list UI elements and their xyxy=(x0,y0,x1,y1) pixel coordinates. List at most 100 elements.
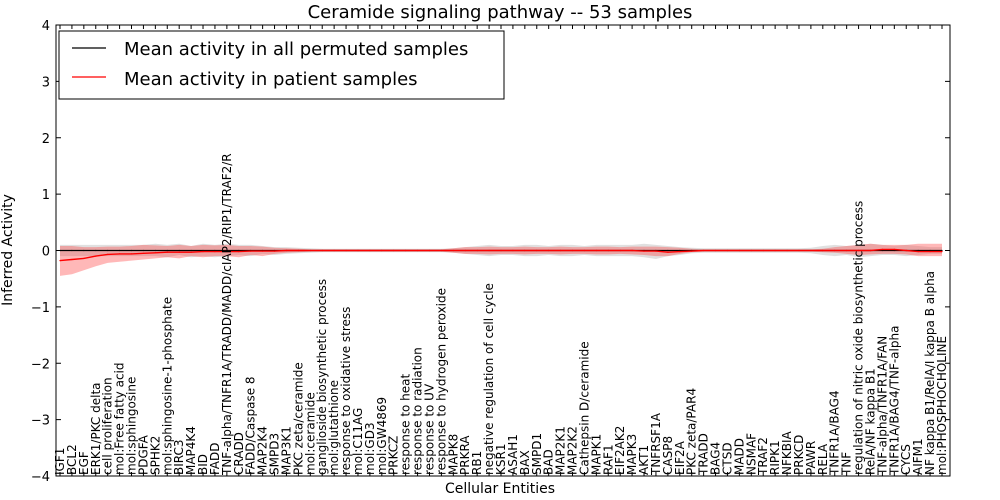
data-point xyxy=(107,253,109,255)
data-point xyxy=(166,249,168,252)
data-point xyxy=(226,251,228,253)
data-point xyxy=(190,251,192,253)
legend: Mean activity in all permuted samples Me… xyxy=(58,30,505,100)
data-point xyxy=(941,249,943,252)
x-tick-label: mol:PHOSPHOCHOLINE xyxy=(935,336,949,475)
data-point xyxy=(202,251,204,253)
y-tick-label: 1 xyxy=(42,188,50,203)
x-tick-label: MADD xyxy=(732,438,746,475)
x-tick-label: EGF xyxy=(77,451,91,475)
x-tick-label: CRADD xyxy=(232,432,246,475)
data-point xyxy=(583,249,586,252)
legend-label-permuted: Mean activity in all permuted samples xyxy=(124,39,468,60)
y-tick-label: 0 xyxy=(42,245,50,260)
data-point xyxy=(893,248,895,250)
data-point xyxy=(95,255,97,257)
x-axis-label: Cellular Entities xyxy=(445,481,555,497)
x-tick-label: PRKCD xyxy=(792,435,806,475)
x-tick-label: RelA/NF kappa B1 xyxy=(864,368,878,475)
data-point xyxy=(822,249,824,252)
x-tick-label: ERK1/PKC delta xyxy=(89,382,103,475)
y-tick-label: −2 xyxy=(31,357,50,372)
x-tick-label: mol:GD3 xyxy=(363,422,377,475)
x-tick-label: EIF2AK2 xyxy=(613,426,627,475)
x-tick-label: PRKRA xyxy=(458,435,472,475)
x-tick-label: MAPK1 xyxy=(589,434,603,475)
x-tick-label: TNF-alpha/TNFR1A/TRADD/MADD/cIAP2/RIP1/T… xyxy=(220,153,234,476)
band-patient xyxy=(60,243,942,276)
data-point xyxy=(440,249,442,252)
data-point xyxy=(941,251,943,253)
x-tick-label: mol:sphingosine-1-phosphate xyxy=(160,297,174,475)
data-point xyxy=(238,251,240,253)
data-point xyxy=(214,249,216,252)
x-tick-label: regulation of nitric oxide biosynthetic … xyxy=(852,201,866,475)
data-point xyxy=(512,249,514,252)
data-point xyxy=(178,251,180,253)
x-tick-label: Cathepsin D/ceramide xyxy=(577,341,591,475)
data-point xyxy=(166,251,168,253)
data-point xyxy=(834,249,836,252)
data-point xyxy=(71,258,73,261)
x-tick-label: TRAF2 xyxy=(756,437,770,476)
data-point xyxy=(142,249,144,252)
data-point xyxy=(154,252,156,254)
data-point xyxy=(142,252,144,254)
data-point xyxy=(178,249,180,252)
x-tick-label: RELA xyxy=(816,443,830,475)
x-tick-label: AKT1 xyxy=(637,445,651,475)
x-tick-label: SMPD3 xyxy=(268,433,282,475)
data-point xyxy=(285,249,288,252)
x-tick-label: ganglioside biosynthetic process xyxy=(315,279,329,475)
data-point xyxy=(810,249,812,252)
x-tick-label: TRADD xyxy=(697,433,711,476)
data-point xyxy=(560,249,562,252)
x-tick-label: TNF xyxy=(840,452,854,476)
y-tick-label: 3 xyxy=(42,75,50,90)
data-point xyxy=(476,249,478,252)
x-tick-label: NFKBIA xyxy=(780,430,794,475)
y-tick-label: −4 xyxy=(31,470,50,485)
data-point xyxy=(869,249,872,252)
data-point xyxy=(667,249,669,252)
chart-title: Ceramide signaling pathway -- 53 samples xyxy=(308,2,693,23)
x-tick-label: TNFR1A/BAG4 xyxy=(828,390,842,476)
data-point xyxy=(190,249,192,252)
data-point xyxy=(679,251,681,253)
data-point xyxy=(500,249,502,252)
x-tick-label: response to oxidative stress xyxy=(339,307,353,475)
data-point xyxy=(262,250,264,252)
x-tick-label: mol:sphingosine xyxy=(125,377,139,475)
x-tick-label: PDGFA xyxy=(136,434,150,475)
data-point xyxy=(929,249,931,252)
x-tick-label: response to hydrogen peroxide xyxy=(434,288,448,475)
x-tick-label: NF kappa B1/RelA/I kappa B alpha xyxy=(923,271,937,475)
data-point xyxy=(762,249,764,252)
data-point xyxy=(548,249,550,252)
data-point xyxy=(309,249,311,252)
data-point xyxy=(750,249,752,252)
data-point xyxy=(214,251,216,253)
data-point xyxy=(119,249,121,252)
data-point xyxy=(154,249,156,252)
data-point xyxy=(393,249,395,252)
x-tick-label: EIF2A xyxy=(673,440,687,475)
x-tick-label: PKC zeta/ceramide xyxy=(291,362,305,475)
x-tick-label: mol:glutathione xyxy=(327,380,341,475)
x-tick-label: BAX xyxy=(518,450,532,475)
y-tick-label: 4 xyxy=(42,19,50,34)
x-tick-label: MAP2K1 xyxy=(554,426,568,475)
x-tick-label: ASAH1 xyxy=(506,434,520,475)
x-tick-label: response to UV xyxy=(423,383,437,475)
x-tick-label: SPHK2 xyxy=(148,436,162,475)
data-point xyxy=(59,260,61,262)
data-point xyxy=(571,249,574,252)
data-point xyxy=(774,249,776,252)
data-point xyxy=(273,250,276,252)
x-tick-label: MAP4K4 xyxy=(184,426,198,475)
data-point xyxy=(202,249,204,252)
data-point xyxy=(369,249,371,252)
data-point xyxy=(130,249,133,252)
y-tick-label: −3 xyxy=(31,414,50,429)
x-tick-label: TNF-alpha/TNFR1A/FAN xyxy=(875,336,889,476)
